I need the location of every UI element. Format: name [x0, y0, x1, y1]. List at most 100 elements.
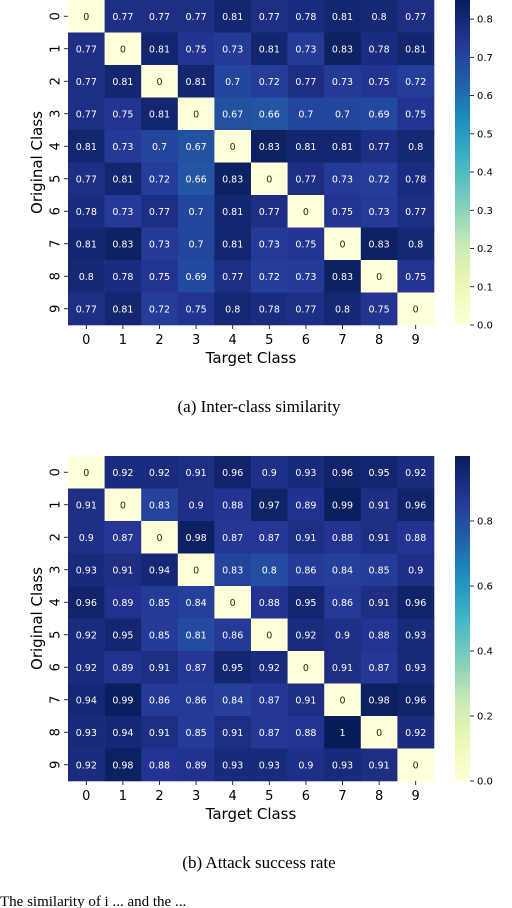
cell-value-label: 0.87: [259, 533, 280, 544]
cell-value-label: 0.8: [262, 565, 277, 576]
heatmap-attack-success-rate: 0 0.92 0.92 0.91 0.96 0.9 0.93 0.96 0.95 0.920.91…: [28, 456, 493, 823]
heatmap-cell: [104, 130, 142, 163]
cell-value-label: 0: [156, 533, 162, 544]
x-tick-label: 7: [338, 333, 346, 348]
heatmap-cell: [104, 716, 142, 749]
heatmap-cell: [397, 553, 435, 587]
cell-value-label: 0.88: [222, 500, 243, 511]
cell-value-label: 0.91: [186, 468, 207, 479]
cell-value-label: 0.99: [332, 500, 353, 511]
cell-value-label: 0.91: [369, 598, 390, 609]
cell-value-label: 0.77: [369, 142, 390, 153]
heatmap-cell: [177, 618, 215, 652]
heatmap-cell: [397, 683, 435, 717]
heatmap-cell: [68, 651, 105, 684]
heatmap-cell: [287, 130, 325, 163]
cell-value-label: 0.7: [298, 109, 313, 120]
cell-value-label: 0.93: [405, 630, 426, 641]
cell-value-label: 0.91: [369, 533, 390, 544]
heatmap-cell: [397, 618, 435, 652]
y-axis-label: Original Class: [28, 567, 46, 670]
cell-value-label: 0.77: [149, 207, 170, 218]
y-tick-label: 9: [49, 305, 64, 313]
heatmap-cell: [287, 618, 325, 652]
heatmap-cell: [214, 618, 252, 652]
heatmap-cell: [68, 227, 105, 261]
heatmap-cell: [360, 227, 398, 261]
heatmap-cell: [141, 130, 179, 163]
cell-value-label: 0.88: [259, 598, 280, 609]
heatmap-cell: [68, 521, 105, 554]
heatmap-cell: [360, 456, 398, 489]
cell-value-label: 0.81: [405, 44, 426, 55]
y-tick-label: 6: [49, 207, 64, 215]
cell-value-label: 0.7: [335, 109, 350, 120]
y-tick-label: 1: [49, 45, 64, 53]
cell-value-label: 0.83: [259, 142, 280, 153]
cell-value-label: 0.67: [186, 142, 207, 153]
heatmap-cell: [104, 0, 142, 33]
cell-value-label: 0.81: [259, 44, 280, 55]
x-tick-label: 0: [82, 789, 90, 804]
heatmap-cell: [287, 521, 325, 554]
heatmap-cell: [360, 32, 398, 66]
cell-value-label: 0: [376, 272, 382, 283]
cell-value-label: 0: [266, 174, 272, 185]
heatmap-cell: [141, 553, 179, 587]
cell-value-label: 0.75: [295, 239, 316, 250]
x-tick-label: 9: [412, 789, 420, 804]
cell-value-label: 0.75: [112, 109, 133, 120]
cell-value-label: 0.78: [369, 44, 390, 55]
cell-value-label: 0.78: [405, 174, 426, 185]
heatmap-cell: [214, 65, 252, 98]
caption-b: (b) Attack success rate: [182, 853, 335, 872]
cell-value-label: 0.89: [295, 500, 316, 511]
heatmap-cell: [251, 97, 288, 131]
heatmap-cell: [68, 553, 105, 587]
x-tick-label: 3: [192, 789, 200, 804]
heatmap-cell: [68, 748, 105, 782]
cell-value-label: 0.73: [112, 207, 133, 218]
cell-value-label: 0.78: [76, 207, 97, 218]
heatmap-cell: [360, 260, 398, 293]
heatmap-cell: [360, 683, 398, 717]
heatmap-cell: [287, 683, 325, 717]
heatmap-cell: [214, 748, 252, 782]
cell-value-label: 0.91: [295, 695, 316, 706]
heatmap-cell: [397, 195, 435, 228]
heatmap-cell: [177, 716, 215, 749]
colorbar: [455, 456, 470, 781]
cell-value-label: 0.78: [112, 272, 133, 283]
heatmap-cell: [251, 488, 288, 522]
heatmap-cell: [287, 260, 325, 293]
cell-value-label: 0.93: [222, 760, 243, 771]
heatmap-cell: [104, 97, 142, 131]
x-tick-label: 6: [302, 333, 310, 348]
cell-value-label: 0.75: [332, 207, 353, 218]
cell-value-label: 0.73: [369, 207, 390, 218]
cell-value-label: 0.72: [149, 304, 170, 315]
x-tick-label: 5: [265, 333, 273, 348]
heatmap-cell: [324, 456, 362, 489]
heatmap-cell: [251, 292, 288, 326]
heatmap-cell: [360, 618, 398, 652]
heatmap-cell: [214, 683, 252, 717]
heatmap-cell: [251, 162, 288, 196]
heatmap-cell: [360, 162, 398, 196]
cell-value-label: 0.86: [186, 695, 207, 706]
heatmap-cell: [104, 65, 142, 98]
x-tick-label: 4: [229, 789, 237, 804]
heatmap-cell: [177, 227, 215, 261]
heatmap-cell: [104, 162, 142, 196]
x-tick-label: 3: [192, 333, 200, 348]
cell-value-label: 0.92: [76, 760, 97, 771]
cell-value-label: 0.88: [332, 533, 353, 544]
cell-value-label: 0.77: [295, 174, 316, 185]
heatmap-cell: [360, 97, 398, 131]
cell-value-label: 0.94: [112, 728, 133, 739]
cell-value-label: 0.92: [149, 468, 170, 479]
colorbar-tick-label: 0.0: [477, 321, 493, 332]
heatmap-cell: [177, 553, 215, 587]
heatmap-cell: [287, 292, 325, 326]
heatmap-cell: [177, 488, 215, 522]
